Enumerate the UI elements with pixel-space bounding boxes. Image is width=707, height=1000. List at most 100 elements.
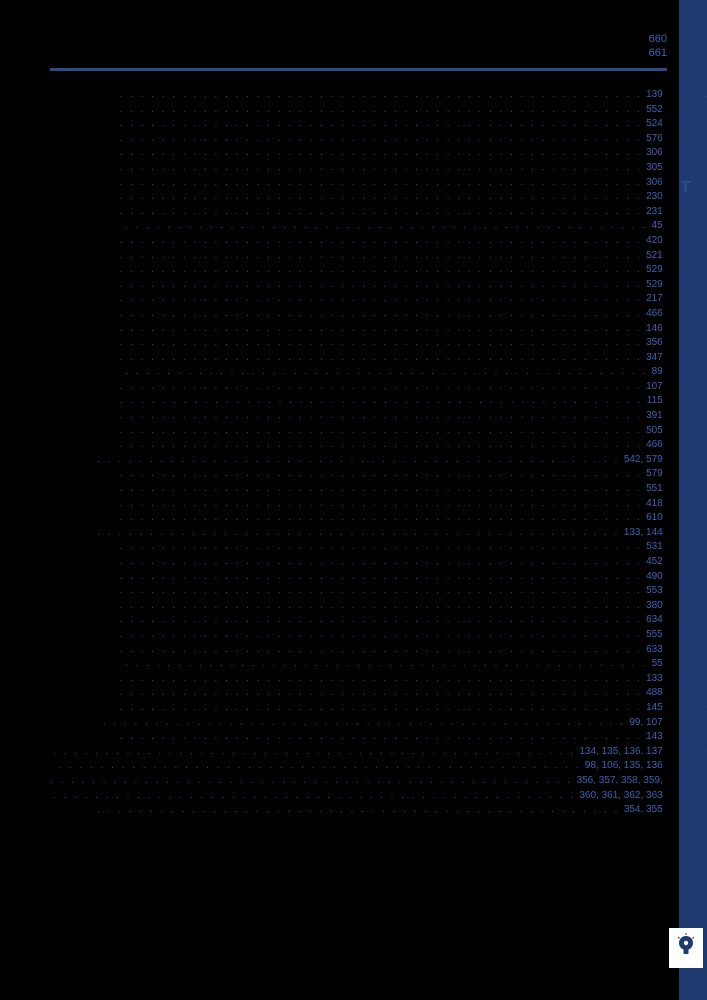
leader-dots: . . . . . . . . . . . . . . . . . . . . … — [50, 774, 573, 789]
index-entry: . . . . . . . . . . . . . . . . . . . . … — [681, 479, 707, 494]
leader-dots: . . . . . . . . . . . . . . . . . . . . … — [681, 245, 707, 260]
leader-dots: . . . . . . . . . . . . . . . . . . . . … — [681, 406, 707, 421]
leader-dots: . . . . . . . . . . . . . . . . . . . . … — [50, 672, 642, 687]
index-entry: . . . . . . . . . . . . . . . . . . . . … — [681, 117, 707, 132]
leader-dots: . . . . . . . . . . . . . . . . . . . . … — [681, 348, 707, 363]
index-entry: . . . . . . . . . . . . . . . . . . . . … — [681, 785, 707, 800]
index-entry: . . . . . . . . . . . . . . . . . . . . … — [681, 333, 707, 348]
index-entry: . . . . . . . . . . . . . . . . . . . . … — [681, 756, 707, 771]
lightbulb-icon — [676, 933, 696, 964]
page-ref: 634 — [642, 613, 663, 628]
leader-dots: . . . . . . . . . . . . . . . . . . . . … — [681, 698, 707, 713]
leader-dots: . . . . . . . . . . . . . . . . . . . . … — [681, 537, 707, 552]
index-entry: . . . . . . . . . . . . . . . . . . . . … — [50, 482, 663, 497]
page-ref: 542, 579 — [620, 453, 663, 468]
index-entry: . . . . . . . . . . . . . . . . . . . . … — [50, 278, 663, 293]
index-entry: . . . . . . . . . . . . . . . . . . . . … — [681, 231, 707, 246]
index-columns: . . . . . . . . . . . . . . . . . . . . … — [50, 88, 667, 818]
index-entry: . . . . . . . . . . . . . . . . . . . . … — [681, 771, 707, 786]
leader-dots: . . . . . . . . . . . . . . . . . . . . … — [50, 176, 642, 191]
leader-dots: . . . . . . . . . . . . . . . . . . . . … — [50, 278, 642, 293]
page-ref: 555 — [642, 628, 663, 643]
leader-dots: . . . . . . . . . . . . . . . . . . . . … — [681, 231, 707, 246]
page-ref: 145 — [642, 701, 663, 716]
index-entry: . . . . . . . . . . . . . . . . . . . . … — [50, 716, 663, 731]
page-ref: 89 — [648, 365, 663, 380]
index-entry: . . . . . . . . . . . . . . . . . . . . … — [681, 493, 707, 508]
hint-badge[interactable] — [669, 928, 703, 968]
leader-dots: . . . . . . . . . . . . . . . . . . . . … — [50, 555, 642, 570]
leader-dots: . . . . . . . . . . . . . . . . . . . . … — [681, 362, 707, 377]
index-entry: . . . . . . . . . . . . . . . . . . . . … — [681, 654, 707, 669]
index-entry: . . . . . . . . . . . . . . . . . . . . … — [681, 698, 707, 713]
leader-dots: . . . . . . . . . . . . . . . . . . . . … — [50, 467, 642, 482]
index-entry: . . . . . . . . . . . . . . . . . . . . … — [50, 409, 663, 424]
leader-dots: . . . . . . . . . . . . . . . . . . . . … — [681, 727, 707, 742]
page-ref: 576 — [642, 132, 663, 147]
leader-dots: . . . . . . . . . . . . . . . . . . . . … — [50, 789, 575, 804]
index-entry: . . . . . . . . . . . . . . . . . . . . … — [50, 774, 663, 789]
page-ref: 98, 106, 135, 136 — [581, 759, 663, 774]
index-entry: . . . . . . . . . . . . . . . . . . . . … — [681, 669, 707, 684]
index-entry: . . . . . . . . . . . . . . . . . . . . … — [681, 420, 707, 435]
index-entry: . . . . . . . . . . . . . . . . . . . . … — [681, 202, 707, 217]
page-ref: 552 — [642, 103, 663, 118]
leader-dots: . . . . . . . . . . . . . . . . . . . . … — [681, 669, 707, 684]
leader-dots: . . . . . . . . . . . . . . . . . . . . … — [50, 497, 642, 512]
index-entry: . . . . . . . . . . . . . . . . . . . . … — [50, 789, 663, 804]
index-entry: . . . . . . . . . . . . . . . . . . . . … — [50, 745, 663, 760]
index-entry: . . . . . . . . . . . . . . . . . . . . … — [681, 435, 707, 450]
leader-dots: . . . . . . . . . . . . . . . . . . . . … — [681, 625, 707, 640]
index-entry: . . . . . . . . . . . . . . . . . . . . … — [50, 613, 663, 628]
page-ref: 143 — [642, 730, 663, 745]
index-entry: . . . . . . . . . . . . . . . . . . . . … — [50, 205, 663, 220]
leader-dots: . . . . . . . . . . . . . . . . . . . . … — [50, 511, 642, 526]
index-entry: . . . . . . . . . . . . . . . . . . . . … — [681, 523, 707, 538]
leader-dots: . . . . . . . . . . . . . . . . . . . . … — [681, 610, 707, 625]
leader-dots: . . . . . . . . . . . . . . . . . . . . … — [681, 435, 707, 450]
page-ref: 133 — [642, 672, 663, 687]
index-entry: . . . . . . . . . . . . . . . . . . . . … — [50, 657, 663, 672]
page-num-a: 660 — [649, 32, 667, 46]
index-entry: . . . . . . . . . . . . . . . . . . . . … — [681, 289, 707, 304]
page-ref: 305 — [642, 161, 663, 176]
leader-dots: . . . . . . . . . . . . . . . . . . . . … — [50, 292, 642, 307]
page-ref: 139 — [642, 88, 663, 103]
index-entry: . . . . . . . . . . . . . . . . . . . . … — [681, 304, 707, 319]
index-entry: . . . . . . . . . . . . . . . . . . . . … — [681, 275, 707, 290]
leader-dots: . . . . . . . . . . . . . . . . . . . . … — [50, 117, 642, 132]
leader-dots: . . . . . . . . . . . . . . . . . . . . … — [681, 275, 707, 290]
leader-dots: . . . . . . . . . . . . . . . . . . . . … — [50, 161, 642, 176]
leader-dots: . . . . . . . . . . . . . . . . . . . . … — [50, 540, 642, 555]
leader-dots: . . . . . . . . . . . . . . . . . . . . … — [50, 759, 581, 774]
index-entry: . . . . . . . . . . . . . . . . . . . . … — [681, 348, 707, 363]
page-ref: 356, 357, 358, 359, — [573, 774, 663, 789]
leader-dots: . . . . . . . . . . . . . . . . . . . . … — [681, 508, 707, 523]
page-ref: 531 — [642, 540, 663, 555]
leader-dots: . . . . . . . . . . . . . . . . . . . . … — [681, 581, 707, 596]
leader-dots: . . . . . . . . . . . . . . . . . . . . … — [50, 380, 642, 395]
leader-dots: . . . . . . . . . . . . . . . . . . . . … — [50, 453, 620, 468]
leader-dots: . . . . . . . . . . . . . . . . . . . . … — [681, 420, 707, 435]
page-ref: 231 — [642, 205, 663, 220]
leader-dots: . . . . . . . . . . . . . . . . . . . . … — [681, 216, 707, 231]
index-entry: . . . . . . . . . . . . . . . . . . . . … — [50, 219, 663, 234]
index-entry: . . . . . . . . . . . . . . . . . . . . … — [681, 581, 707, 596]
leader-dots: . . . . . . . . . . . . . . . . . . . . … — [681, 639, 707, 654]
index-entry: . . . . . . . . . . . . . . . . . . . . … — [681, 727, 707, 742]
right-column: . . . . . . . . . . . . . . . . . . . . … — [681, 88, 707, 818]
page-ref: 347 — [642, 351, 663, 366]
page-ref: 230 — [642, 190, 663, 205]
page-ref: 354, 355 — [620, 803, 663, 818]
page-ref: 391 — [642, 409, 663, 424]
index-entry: . . . . . . . . . . . . . . . . . . . . … — [681, 146, 707, 161]
leader-dots: . . . . . . . . . . . . . . . . . . . . … — [681, 493, 707, 508]
index-entry: . . . . . . . . . . . . . . . . . . . . … — [50, 336, 663, 351]
index-entry: . . . . . . . . . . . . . . . . . . . . … — [50, 628, 663, 643]
index-entry: . . . . . . . . . . . . . . . . . . . . … — [50, 803, 663, 818]
index-entry: . . . . . . . . . . . . . . . . . . . . … — [50, 759, 663, 774]
index-entry: . . . . . . . . . . . . . . . . . . . . … — [681, 318, 707, 333]
page-ref: 420 — [642, 234, 663, 249]
leader-dots: . . . . . . . . . . . . . . . . . . . . … — [50, 234, 642, 249]
index-entry: . . . . . . . . . . . . . . . . . . . . … — [50, 322, 663, 337]
